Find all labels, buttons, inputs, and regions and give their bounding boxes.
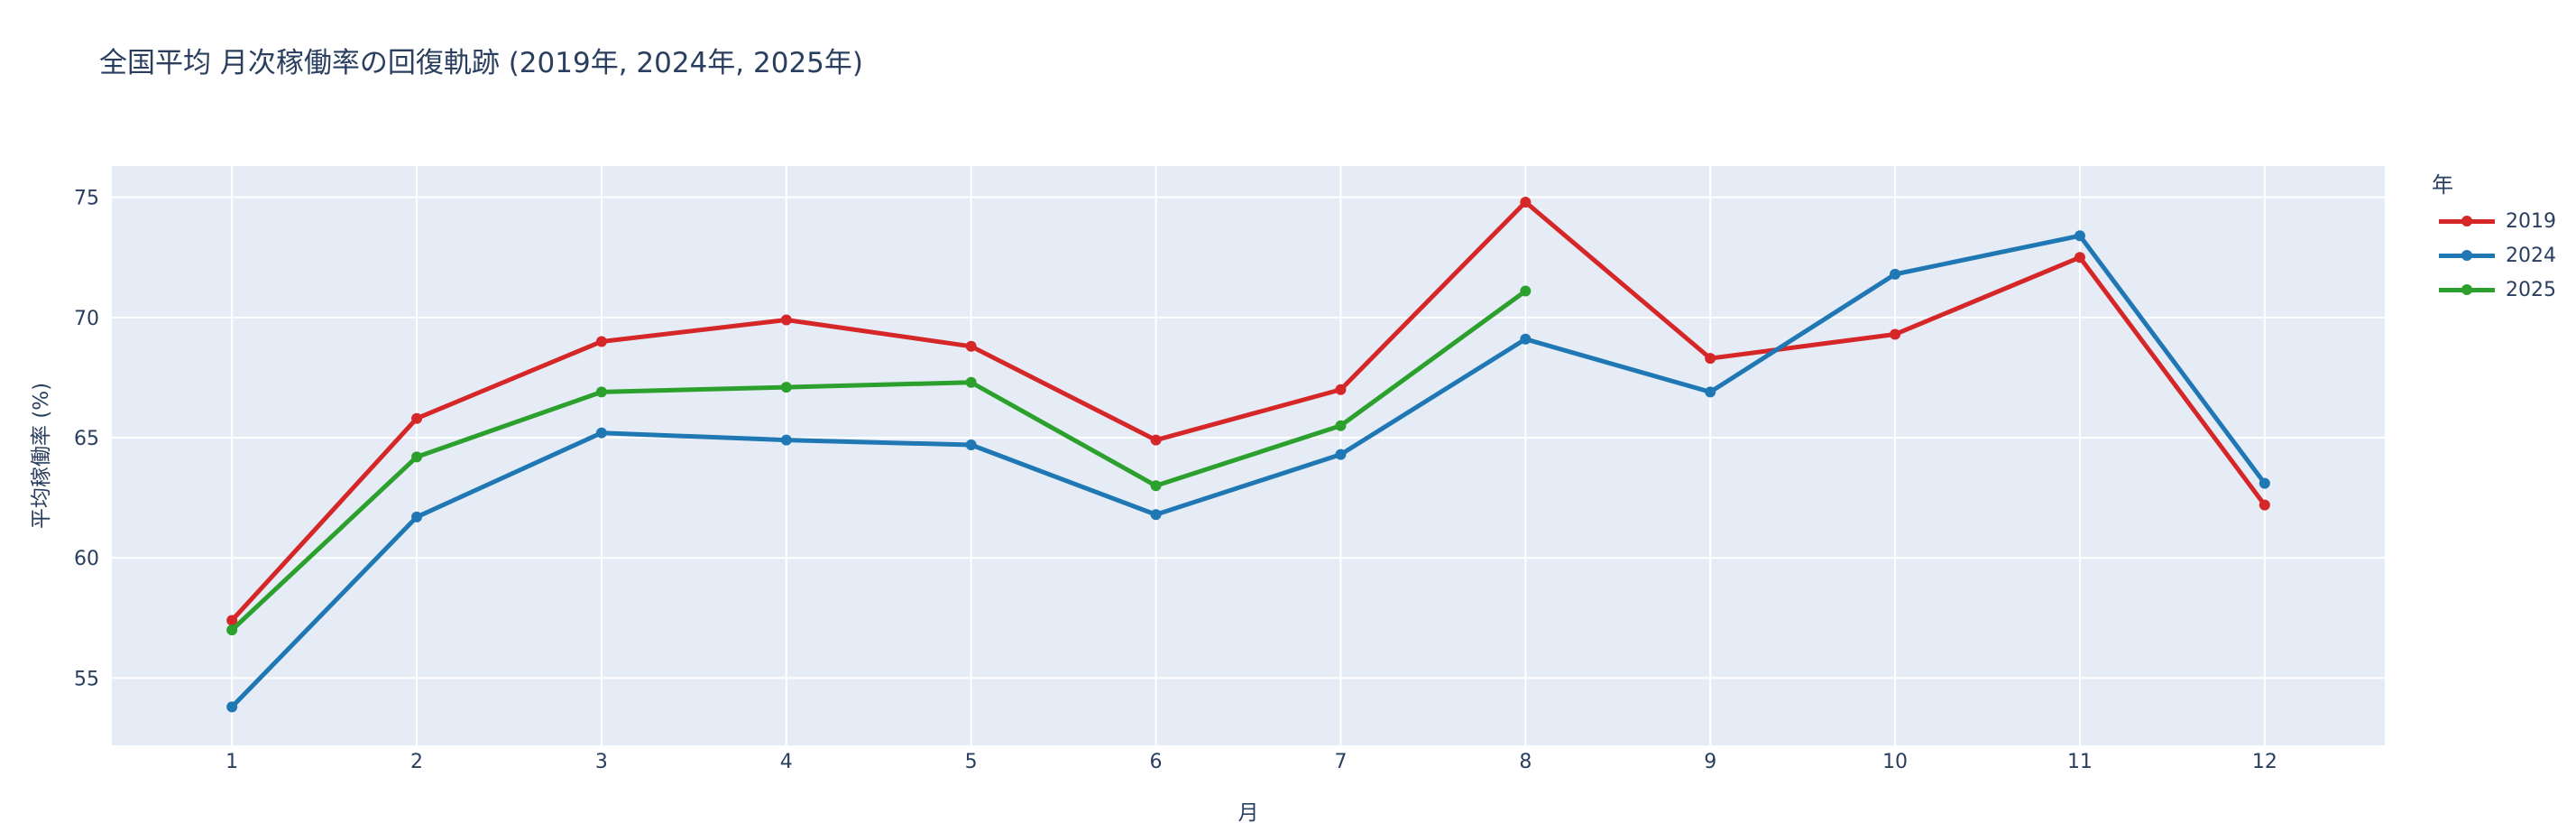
data-point[interactable]: [1335, 448, 1347, 460]
legend-label: 2019: [2506, 209, 2556, 233]
x-tick-label: 3: [595, 751, 608, 773]
x-tick-label: 8: [1519, 751, 1532, 773]
x-tick-label: 9: [1704, 751, 1716, 773]
x-axis-title: 月: [1237, 801, 1259, 825]
data-point[interactable]: [1335, 420, 1347, 431]
legend-item-2019[interactable]: 2019: [2432, 204, 2556, 238]
x-tick-label: 4: [780, 751, 793, 773]
series-line: [230, 289, 1527, 632]
data-point[interactable]: [1150, 480, 1162, 492]
x-tick-label: 7: [1334, 751, 1347, 773]
data-point[interactable]: [965, 340, 977, 352]
y-tick-label: 65: [74, 428, 99, 450]
chart-title: 全国平均 月次稼働率の回復軌跡 (2019年, 2024年, 2025年): [99, 47, 863, 79]
data-point[interactable]: [411, 412, 423, 424]
x-tick-label: 2: [410, 751, 423, 773]
data-point[interactable]: [1520, 285, 1532, 297]
series-2019: [226, 196, 2270, 626]
x-tick-label: 12: [2252, 751, 2277, 773]
y-tick-label: 55: [74, 668, 99, 690]
series-line: [230, 199, 2267, 623]
x-tick-label: 10: [1882, 751, 1908, 773]
y-gridlines: [112, 196, 2385, 679]
legend-item-2024[interactable]: 2024: [2432, 238, 2556, 273]
data-point[interactable]: [1890, 268, 1901, 280]
series-2024: [226, 230, 2270, 713]
x-tick-label: 11: [2067, 751, 2093, 773]
data-point[interactable]: [226, 624, 238, 636]
legend-label: 2025: [2506, 278, 2556, 301]
legend-title: 年: [2432, 172, 2453, 198]
series-2025: [226, 285, 1532, 636]
data-point[interactable]: [965, 439, 977, 451]
x-tick-label: 5: [965, 751, 978, 773]
x-tick-labels: 1 2 3 4 5 6 7 8 9 10 11 12: [225, 751, 2277, 773]
line-marker-icon: [2439, 246, 2495, 264]
legend-item-2025[interactable]: 2025: [2432, 273, 2556, 307]
data-point[interactable]: [1520, 333, 1532, 345]
data-point[interactable]: [1890, 328, 1901, 340]
data-point[interactable]: [965, 376, 977, 388]
data-point[interactable]: [2259, 477, 2270, 489]
data-point[interactable]: [780, 382, 792, 393]
data-point[interactable]: [780, 314, 792, 326]
y-tick-labels: 55 60 65 70 75: [74, 188, 99, 691]
series-line: [230, 233, 2267, 709]
y-tick-label: 60: [74, 548, 99, 570]
y-tick-label: 75: [74, 188, 99, 210]
series-layer: [226, 196, 2270, 713]
legend-dot: [2461, 250, 2472, 261]
data-point[interactable]: [1335, 384, 1347, 395]
data-point[interactable]: [780, 434, 792, 446]
data-point[interactable]: [595, 427, 607, 439]
data-point[interactable]: [411, 451, 423, 463]
line-marker-icon: [2439, 212, 2495, 230]
x-tick-label: 6: [1150, 751, 1163, 773]
data-point[interactable]: [226, 701, 238, 713]
data-point[interactable]: [2259, 499, 2270, 511]
data-point[interactable]: [1705, 353, 1716, 365]
data-point[interactable]: [595, 336, 607, 347]
legend-dot: [2461, 284, 2472, 295]
legend-dot: [2461, 216, 2472, 226]
data-point[interactable]: [1520, 196, 1532, 208]
data-point[interactable]: [2074, 252, 2085, 263]
line-marker-icon: [2439, 281, 2495, 299]
legend-label: 2024: [2506, 244, 2556, 267]
x-tick-label: 1: [225, 751, 238, 773]
data-point[interactable]: [1150, 509, 1162, 521]
y-tick-label: 70: [74, 308, 99, 330]
data-point[interactable]: [1705, 386, 1716, 398]
y-axis-title: 平均稼働率 (%): [30, 382, 53, 530]
legend: 年 2019 2024 2025: [2432, 171, 2556, 307]
data-point[interactable]: [595, 386, 607, 398]
data-point[interactable]: [226, 615, 238, 626]
data-point[interactable]: [411, 511, 423, 522]
data-point[interactable]: [2074, 230, 2085, 242]
data-point[interactable]: [1150, 434, 1162, 446]
